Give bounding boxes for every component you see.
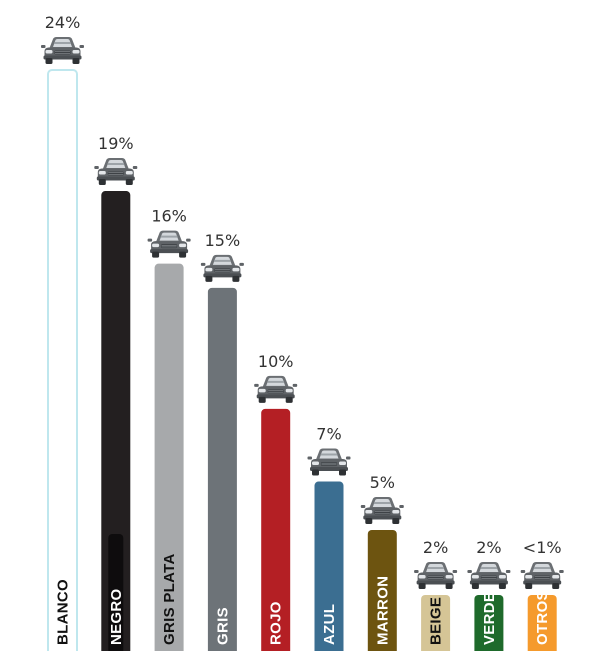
category-label: BEIGE [428, 597, 445, 645]
category-label: BLANCO [55, 579, 72, 645]
car-icon [200, 254, 245, 283]
car-icon [520, 561, 565, 590]
bar-marron [367, 529, 397, 651]
category-label: MARRON [374, 576, 391, 645]
value-label: 2% [476, 538, 501, 557]
bar-gris-plata [154, 263, 184, 651]
car-icon [466, 561, 511, 590]
category-label: AZUL [321, 604, 338, 645]
bar-gris [207, 287, 237, 651]
value-label: 5% [370, 473, 395, 492]
value-label: 15% [205, 231, 241, 250]
category-label: VERDE [481, 592, 498, 645]
category-label: NEGRO [108, 588, 125, 645]
value-label: 2% [423, 538, 448, 557]
value-label: 7% [316, 425, 341, 444]
value-label: 19% [98, 134, 134, 153]
bar-verde [474, 595, 504, 651]
bar-otros [527, 595, 557, 651]
category-label: ROJO [268, 601, 285, 645]
bar-beige [421, 595, 451, 651]
bar-shadow-negro [108, 534, 124, 651]
value-label: <1% [523, 538, 562, 557]
bar-rojo [261, 408, 291, 651]
car-icon [147, 230, 192, 259]
car-icon [253, 375, 298, 404]
car-icon [413, 561, 458, 590]
car-icon [93, 157, 138, 186]
category-label: GRIS PLATA [161, 553, 178, 645]
car-icon [40, 36, 85, 65]
car-icon [307, 448, 351, 477]
category-label: GRIS [214, 607, 231, 645]
bar-negro [101, 191, 131, 651]
bar-blanco [47, 69, 78, 651]
value-label: 10% [258, 352, 294, 371]
bar-azul [314, 481, 344, 651]
category-label: OTROS [534, 590, 551, 645]
car-icon [360, 496, 405, 525]
value-label: 16% [151, 207, 187, 226]
value-label: 24% [45, 13, 81, 32]
